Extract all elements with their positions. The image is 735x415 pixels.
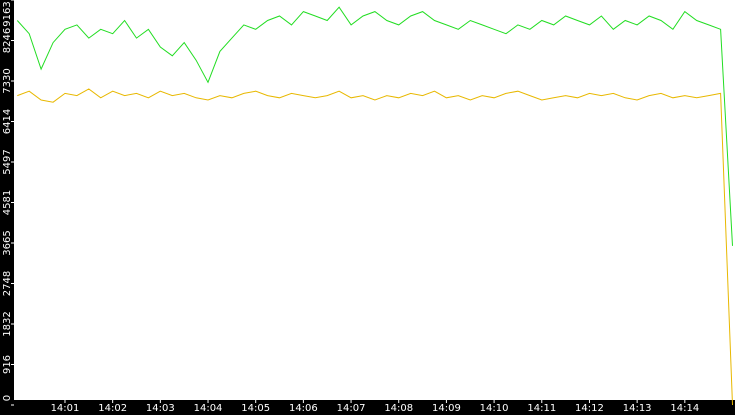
series-line (17, 88, 733, 406)
y-tick-label: 7330 (2, 68, 13, 93)
x-tick-label: 14:03 (146, 403, 175, 414)
y-tick-label: 4581 (2, 190, 13, 215)
y-tick-label: 0 (2, 395, 13, 401)
x-tick-label: 14:06 (289, 403, 318, 414)
x-tick-label: 14:13 (623, 403, 652, 414)
y-tick-label: 9163 (2, 1, 13, 26)
x-tick-label: 14:08 (384, 403, 413, 414)
x-tick-label: 14:12 (575, 403, 604, 414)
y-tick-label: 8246 (2, 28, 13, 53)
x-tick-label: 14:14 (670, 403, 699, 414)
x-axis-band (0, 400, 735, 415)
series-line (16, 6, 733, 246)
x-tick-label: 14:10 (480, 403, 509, 414)
x-tick-label: 14:05 (241, 403, 270, 414)
y-axis-band (0, 0, 14, 415)
y-tick-label: 1832 (2, 311, 13, 336)
x-tick-label: 14:01 (51, 403, 80, 414)
y-tick-label: 3665 (2, 230, 13, 255)
x-tick-label: 14:04 (194, 403, 223, 414)
x-tick-label: 14:09 (432, 403, 461, 414)
x-tick-label: 14:07 (337, 403, 366, 414)
y-tick-label: 6414 (2, 109, 13, 134)
y-tick-label: 2748 (2, 271, 13, 296)
y-tick-label: 5497 (2, 149, 13, 174)
x-tick-label: 14:11 (527, 403, 556, 414)
x-tick-label: 14:02 (98, 403, 127, 414)
y-tick-label: 916 (2, 355, 13, 374)
